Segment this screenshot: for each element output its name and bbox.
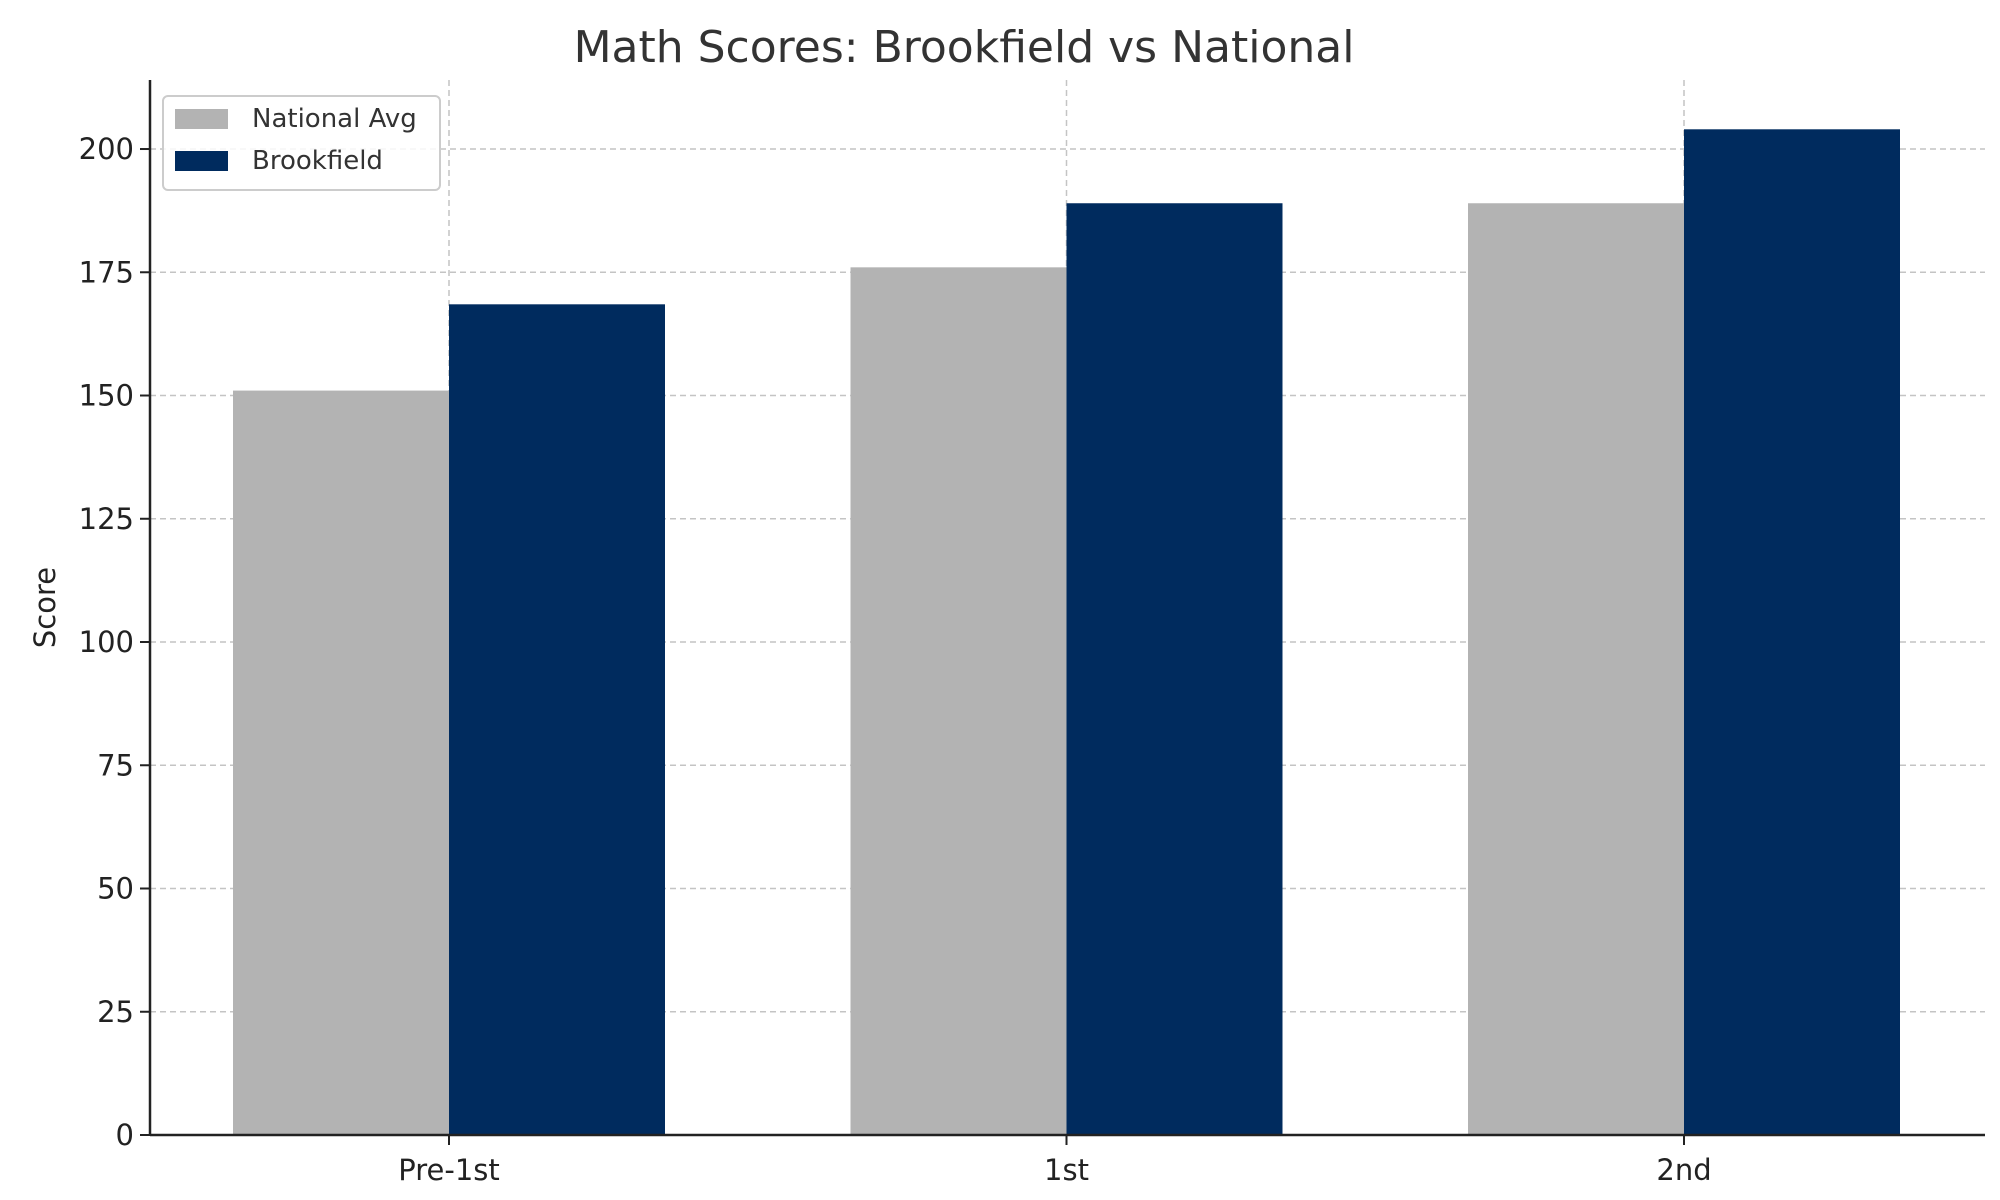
bar-brookfield-1st (1066, 203, 1283, 1135)
y-tick-label: 100 (79, 625, 134, 659)
legend-box (162, 95, 441, 191)
y-axis-ticks: 0 25 50 75 100 125 150 175 200 (79, 132, 150, 1152)
y-tick-label: 200 (79, 132, 134, 166)
bar-brookfield-pre-1st (449, 304, 665, 1135)
y-tick-label: 25 (97, 995, 134, 1029)
x-tick-label: 2nd (1656, 1153, 1711, 1187)
x-axis-ticks: Pre-1st 1st 2nd (398, 1135, 1712, 1187)
y-tick-label: 175 (79, 255, 134, 289)
y-tick-label: 50 (97, 872, 134, 906)
bars (233, 129, 1900, 1136)
legend: National Avg Brookfield (162, 95, 441, 191)
y-tick-label: 125 (79, 502, 134, 536)
y-tick-label: 75 (97, 748, 134, 782)
legend-label: Brookfield (252, 146, 383, 176)
legend-label: National Avg (252, 104, 417, 134)
y-tick-label: 150 (79, 379, 134, 413)
legend-swatch (175, 109, 228, 129)
y-axis-label: Score (28, 567, 62, 648)
bar-national-avg-pre-1st (233, 390, 449, 1135)
bar-national-avg-2nd (1468, 203, 1684, 1135)
y-tick-label: 0 (116, 1118, 134, 1152)
bar-brookfield-2nd (1684, 129, 1900, 1135)
chart-title: Math Scores: Brookfield vs National (574, 22, 1355, 73)
x-tick-label: 1st (1044, 1153, 1089, 1187)
x-tick-label: Pre-1st (398, 1153, 500, 1187)
legend-swatch (175, 151, 228, 171)
bar-national-avg-1st (850, 267, 1067, 1136)
